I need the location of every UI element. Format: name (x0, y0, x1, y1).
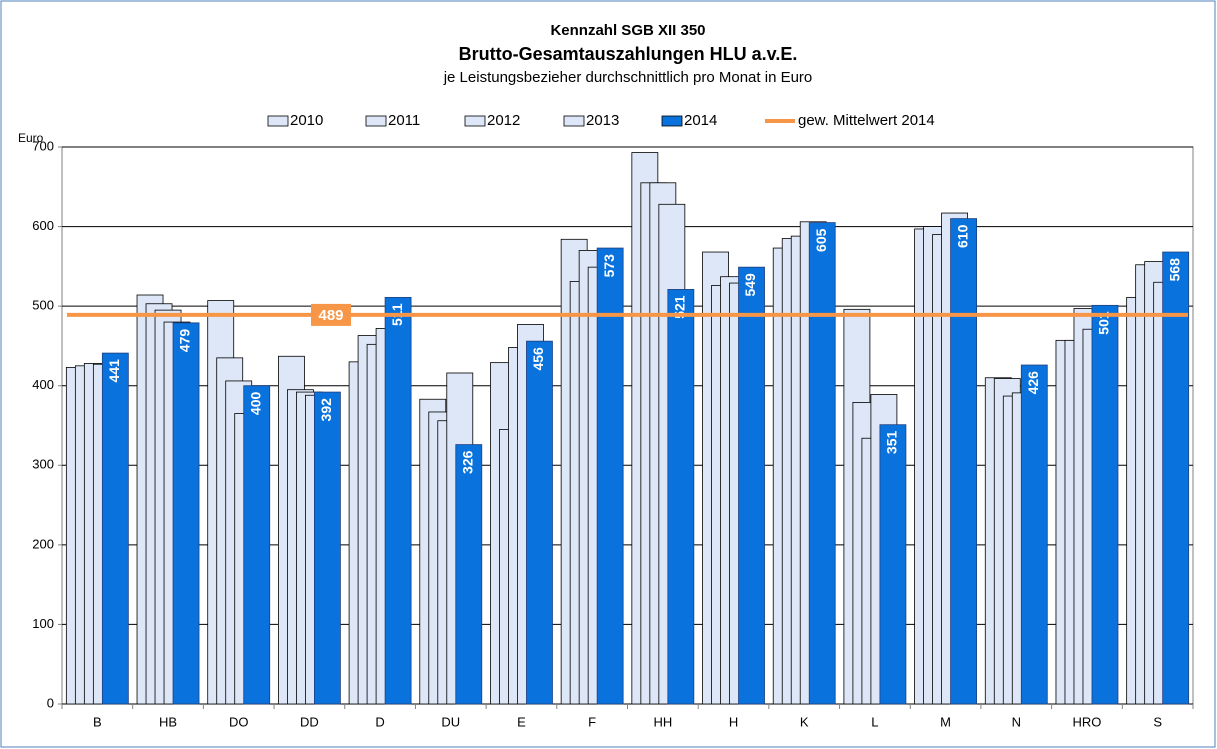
mean-label: 489 (318, 307, 343, 324)
data-label: 573 (601, 254, 617, 278)
bar (667, 289, 695, 705)
x-tick-label: HH (653, 714, 672, 729)
data-label: 605 (813, 228, 829, 252)
data-label: 351 (884, 430, 900, 454)
y-tick-label: 100 (32, 616, 54, 631)
legend-swatch (563, 115, 585, 127)
data-label: 549 (742, 273, 758, 297)
legend-swatch (267, 115, 289, 127)
bar (1091, 304, 1119, 705)
mean-label-box (311, 303, 351, 326)
legend-swatch (365, 115, 387, 127)
legend-label: 2013 (586, 112, 619, 129)
data-label: 441 (106, 359, 122, 383)
bar (1162, 251, 1190, 705)
bar (455, 444, 483, 705)
x-tick-label: S (1153, 714, 1162, 729)
x-tick-label: H (729, 714, 738, 729)
x-tick-label: E (517, 714, 526, 729)
x-tick-label: DO (229, 714, 249, 729)
data-label: 568 (1166, 258, 1182, 282)
chart-subtitle2: je Leistungsbezieher durchschnittlich pr… (443, 69, 813, 86)
x-tick-label: HRO (1073, 714, 1102, 729)
bar (101, 352, 129, 705)
x-tick-label: K (800, 714, 809, 729)
bar (243, 385, 271, 705)
bar (172, 322, 200, 705)
bar (1020, 364, 1048, 705)
data-label: 610 (954, 224, 970, 248)
legend-label: 2010 (290, 112, 323, 129)
x-tick-label: M (940, 714, 951, 729)
x-tick-label: L (871, 714, 878, 729)
y-tick-label: 400 (32, 377, 54, 392)
y-tick-label: 700 (32, 138, 54, 153)
bar (950, 218, 977, 705)
y-tick-label: 200 (32, 536, 54, 551)
chart-subtitle: Brutto-Gesamtauszahlungen HLU a.v.E. (459, 44, 798, 64)
x-tick-label: N (1012, 714, 1021, 729)
bar (808, 222, 836, 705)
bar (526, 340, 553, 705)
data-label: 456 (530, 347, 546, 371)
y-tick-label: 500 (32, 298, 54, 313)
data-label: 400 (247, 392, 263, 416)
y-tick-label: 300 (32, 457, 54, 472)
x-tick-label: DU (441, 714, 460, 729)
data-label: 426 (1025, 371, 1041, 395)
legend-label: 2011 (388, 112, 420, 129)
chart-title: Kennzahl SGB XII 350 (550, 22, 705, 39)
bar (879, 424, 907, 705)
data-label: 501 (1096, 311, 1112, 335)
legend-label: 2014 (684, 112, 717, 129)
x-tick-label: HB (159, 714, 177, 729)
data-label: 326 (459, 450, 475, 474)
legend-label: 2012 (487, 112, 520, 129)
legend-label: gew. Mittelwert 2014 (798, 112, 935, 129)
legend-swatch (661, 115, 683, 127)
x-tick-label: DD (300, 714, 319, 729)
data-label: 392 (318, 398, 334, 422)
bar (384, 296, 412, 705)
x-tick-label: D (375, 714, 384, 729)
data-label: 479 (177, 329, 193, 353)
x-tick-label: B (93, 714, 102, 729)
legend-swatch (464, 115, 486, 127)
y-tick-label: 600 (32, 218, 54, 233)
bar (596, 247, 624, 705)
y-tick-label: 0 (47, 695, 54, 710)
x-tick-label: F (588, 714, 596, 729)
y-axis-label: Euro (18, 131, 44, 145)
bar (314, 391, 341, 705)
bar (738, 266, 765, 705)
